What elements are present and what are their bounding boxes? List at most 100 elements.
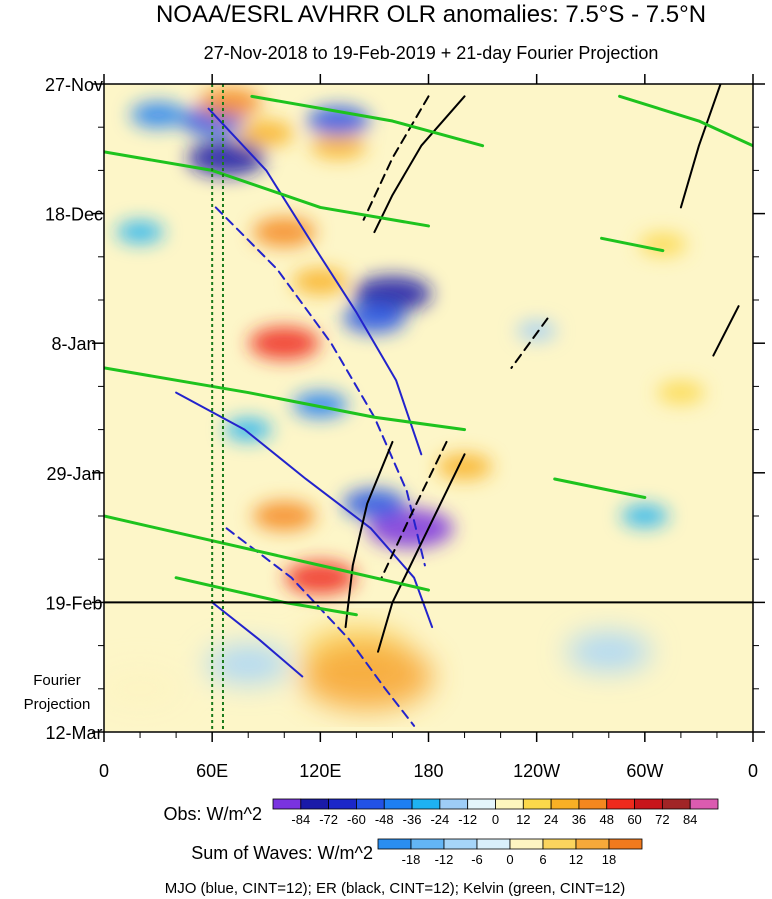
obs-legend-swatch	[439, 798, 469, 810]
er-contour-6	[377, 453, 466, 653]
y-tick-label: 18-Dec	[45, 205, 103, 225]
y-tick-label: 19-Feb	[45, 593, 102, 613]
y-tick-label: 12-Mar	[45, 723, 102, 743]
y-tick-label: 8-Jan	[51, 334, 96, 354]
waves-legend-tick-label: -12	[435, 852, 454, 867]
obs-legend-swatch	[522, 798, 552, 810]
x-tick-label: 120W	[513, 761, 560, 781]
x-tick-label: 180	[413, 761, 443, 781]
obs-anomaly-blob-19	[639, 233, 687, 256]
obs-legend-tick-label: 48	[600, 812, 614, 827]
obs-legend-tick-label: -36	[403, 812, 422, 827]
obs-legend-swatch	[411, 798, 441, 810]
er-contour-7	[373, 95, 466, 234]
er-contour-9	[380, 440, 448, 579]
obs-legend-swatch	[300, 798, 330, 810]
obs-anomaly-blob-10	[353, 275, 432, 312]
projection-blob-1	[301, 642, 434, 711]
obs-anomaly-blob-4	[198, 87, 262, 118]
projection-blob-2	[206, 644, 291, 684]
obs-anomaly-blob-5	[238, 120, 294, 147]
obs-legend-swatch	[606, 798, 635, 810]
waves-legend-tick-label: 0	[506, 852, 513, 867]
x-tick-label: 120E	[299, 761, 341, 781]
kelvin-contour-14	[250, 94, 485, 148]
waves-legend: Sum of Waves: W/m^2 -18 -12 -6 0 6 12 18	[191, 838, 643, 867]
obs-legend-tick-label: 0	[492, 812, 499, 827]
obs-legend-tick-label: -72	[319, 812, 338, 827]
obs-legend-tick-label: 12	[516, 812, 530, 827]
reference-lines	[211, 84, 224, 732]
waves-legend-swatch	[410, 838, 445, 850]
obs-anomaly-blob-11	[343, 303, 406, 334]
projection-anomaly-field	[104, 625, 651, 711]
obs-anomaly-blob-15	[343, 488, 406, 519]
obs-legend-tick-label: -24	[430, 812, 449, 827]
obs-legend-swatch	[356, 798, 385, 810]
obs-anomaly-blob-22	[516, 321, 557, 341]
er-contour-11	[679, 84, 722, 209]
chart-title: NOAA/ESRL AVHRR OLR anomalies: 7.5°S - 7…	[156, 1, 706, 28]
projection-blob-3	[566, 632, 651, 671]
waves-legend-swatch	[575, 838, 610, 850]
waves-legend-tick-label: 18	[602, 852, 616, 867]
obs-anomaly-blob-13	[224, 418, 272, 441]
obs-legend-swatch	[495, 798, 524, 810]
kelvin-contour-20	[553, 477, 647, 499]
x-tick-label: 60W	[626, 761, 663, 781]
obs-legend-label: Obs: W/m^2	[164, 804, 262, 824]
kelvin-contour-16	[104, 514, 430, 592]
obs-anomaly-blob-12	[292, 391, 348, 418]
obs-legend-swatch	[578, 798, 608, 810]
obs-anomaly-blob-14	[367, 508, 454, 549]
obs-anomaly-blob-21	[621, 504, 669, 528]
waves-legend-swatch	[542, 838, 577, 850]
obs-anomaly-blob-20	[657, 381, 705, 404]
mjo-contour-0	[207, 107, 423, 456]
obs-legend-swatch	[550, 798, 580, 810]
mjo-contour-3	[225, 527, 416, 727]
er-contour-8	[362, 95, 430, 221]
kelvin-contour-18	[618, 94, 753, 148]
plot-background	[104, 84, 753, 732]
obs-legend-tick-label: -48	[375, 812, 394, 827]
obs-anomaly-blob-9	[249, 326, 320, 360]
obs-legend-tick-label: -84	[291, 812, 310, 827]
y-tick-label: 27-Nov	[45, 75, 103, 95]
obs-anomaly-blob-2	[130, 101, 186, 128]
y-tick-label: 29-Jan	[46, 464, 101, 484]
waves-legend-swatch	[509, 838, 544, 850]
waves-legend-tick-label: 12	[569, 852, 583, 867]
waves-legend-tick-label: -18	[402, 852, 421, 867]
waves-legend-swatch	[443, 838, 478, 850]
mjo-contour-4	[211, 601, 304, 678]
obs-legend-tick-label: -60	[347, 812, 366, 827]
obs-anomaly-blob-6	[310, 132, 366, 159]
er-contour-5	[344, 440, 394, 629]
plot-area: 0 60E 120E 180 120W 60W 0 27-Nov 18-Dec 8-Jan 29-…	[24, 74, 765, 781]
footer-caption: MJO (blue, CINT=12); ER (black, CINT=12)…	[165, 880, 626, 897]
obs-legend-tick-label: 84	[683, 812, 697, 827]
obs-anomaly-blob-18	[437, 453, 493, 480]
x-tick-label: 0	[748, 761, 758, 781]
obs-legend-swatch	[383, 798, 413, 810]
obs-legend-swatch	[661, 798, 691, 810]
obs-legend-swatch	[328, 798, 357, 810]
obs-legend-swatch	[272, 798, 302, 810]
waves-legend-swatch	[608, 838, 643, 850]
kelvin-contour-13	[104, 150, 430, 228]
wave-contours	[104, 84, 753, 727]
waves-legend-tick-label: -6	[471, 852, 483, 867]
obs-anomaly-blob-8	[292, 268, 348, 295]
projection-blob-4	[104, 669, 183, 708]
chart-subtitle: 27-Nov-2018 to 19-Feb-2019 + 21-day Four…	[204, 43, 659, 63]
x-tick-label: 60E	[196, 761, 228, 781]
waves-legend-swatch	[377, 838, 412, 850]
kelvin-contour-19	[600, 236, 665, 253]
obs-legend: Obs: W/m^2 -84 -72 -60 -48 -36 -24 -12 0 12 24 36 4…	[164, 798, 719, 827]
obs-legend-tick-label: -12	[458, 812, 477, 827]
projection-label-line1: Fourier	[33, 672, 81, 689]
obs-anomaly-blob-3	[116, 220, 164, 244]
x-tick-label: 0	[99, 761, 109, 781]
